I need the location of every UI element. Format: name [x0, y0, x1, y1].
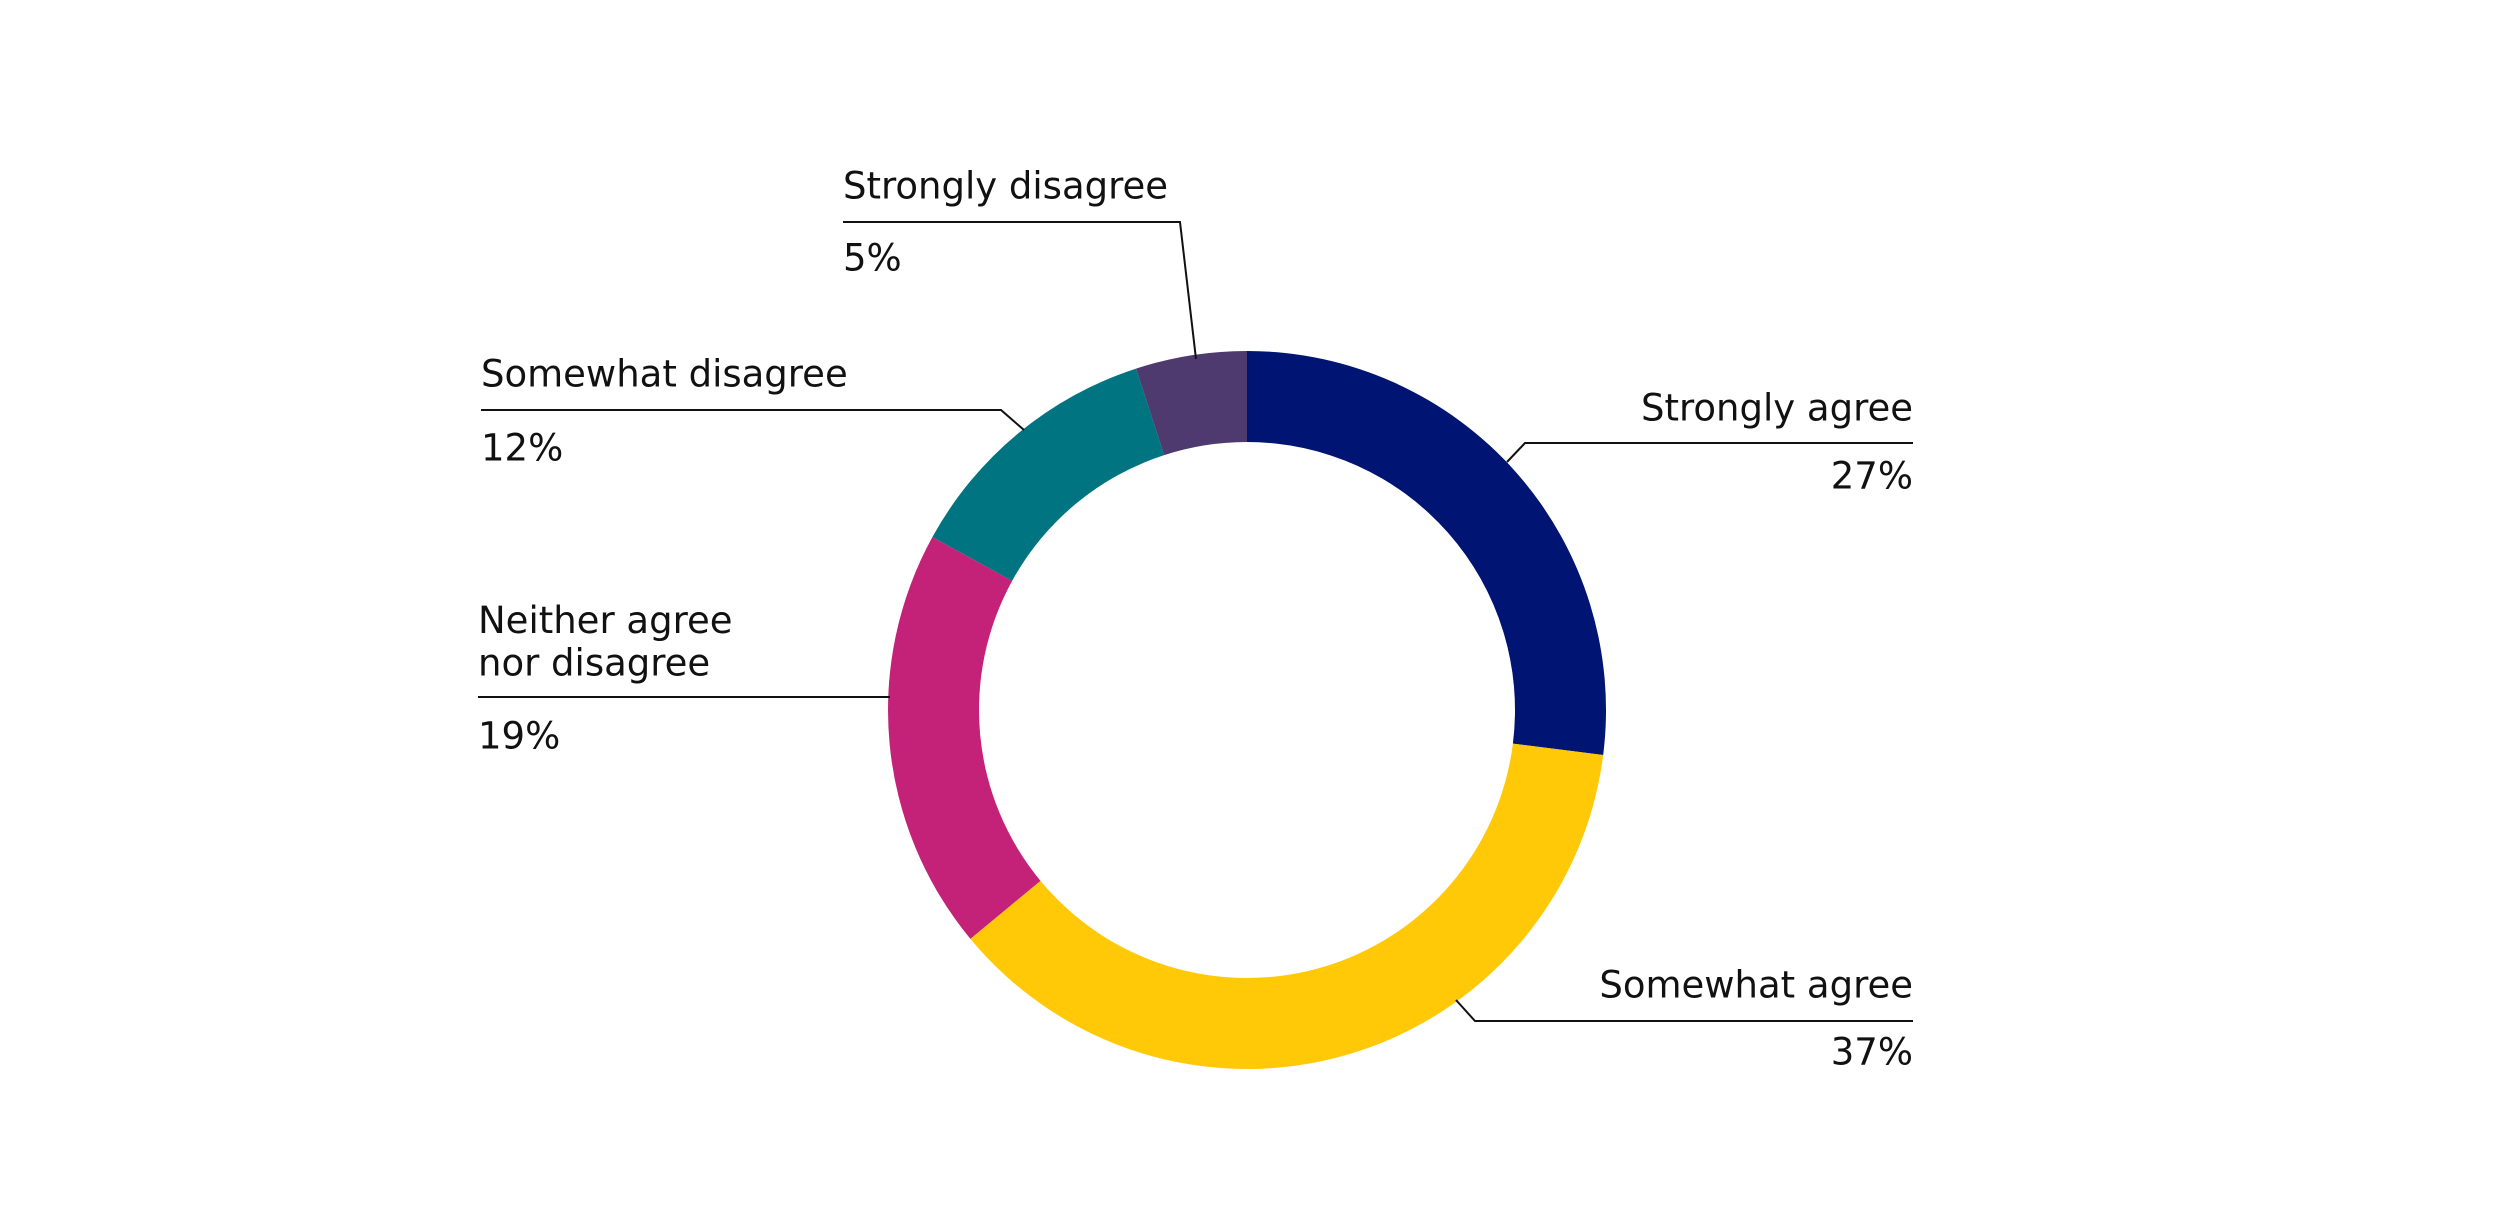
slice-label: Strongly disagree	[843, 165, 1168, 208]
donut-slice	[970, 743, 1604, 1069]
slice-label: Strongly agree	[1641, 387, 1913, 430]
leader-line	[843, 221, 1197, 360]
leader-line	[1506, 442, 1913, 463]
leader-line	[481, 409, 1025, 431]
slice-label: Somewhat agree	[1599, 964, 1913, 1007]
donut-slice	[1136, 351, 1247, 456]
value-label: 19%	[478, 715, 560, 758]
donut-slice	[932, 368, 1165, 581]
value-label: 37%	[1831, 1031, 1913, 1074]
slice-label: Neither agree nor disagree	[478, 599, 733, 685]
leader-line	[1455, 999, 1913, 1022]
donut-slice	[888, 537, 1041, 939]
slice-label: Somewhat disagree	[481, 353, 848, 396]
value-label: 27%	[1831, 455, 1913, 498]
value-label: 5%	[843, 237, 902, 280]
donut-slice	[1247, 351, 1606, 755]
value-label: 12%	[481, 427, 563, 470]
